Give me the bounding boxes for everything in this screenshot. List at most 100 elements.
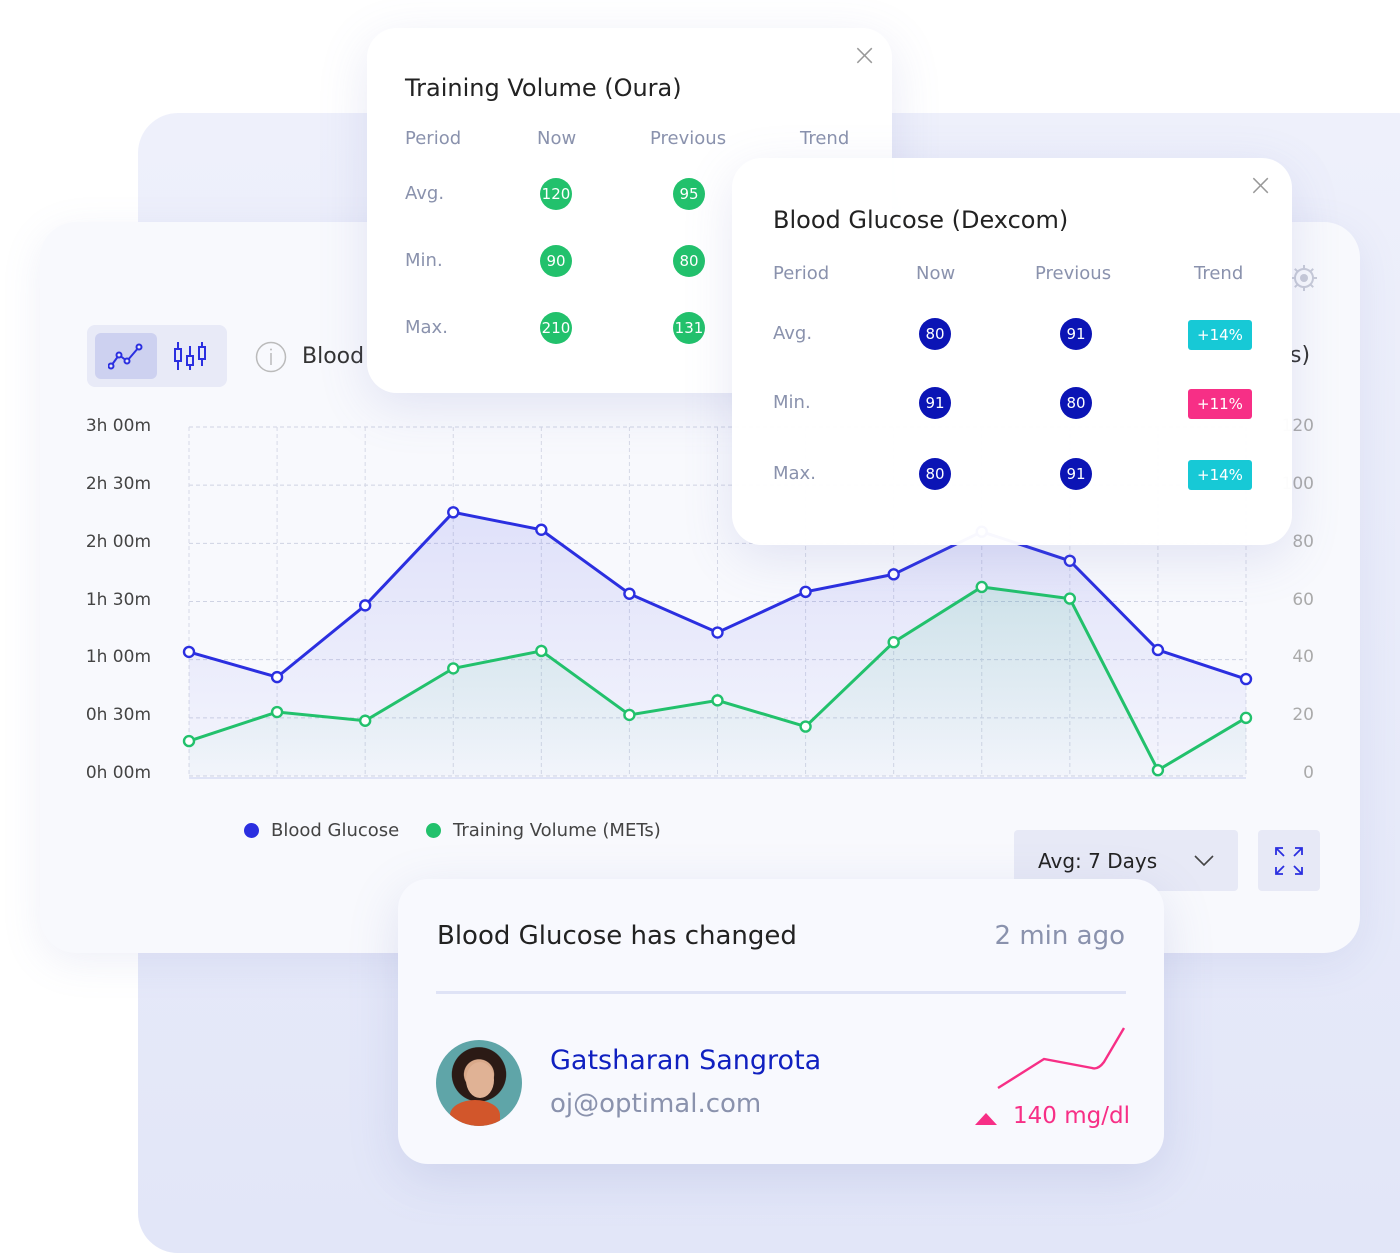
glucose-value: 140 mg/dl (1013, 1103, 1130, 1129)
row-period: Min. (773, 392, 811, 413)
trend-badge: +14% (1188, 460, 1252, 490)
y-tick-left: 1h 30m (85, 589, 151, 610)
data-point (270, 670, 284, 684)
y-tick-left: 0h 30m (85, 705, 151, 726)
data-point (623, 708, 636, 722)
range-select-value: Avg: 7 Days (1038, 848, 1158, 873)
previous-badge: 95 (673, 178, 705, 210)
row-period: Min. (405, 250, 443, 271)
data-point (358, 714, 372, 727)
data-point (1239, 672, 1253, 686)
line-view-button[interactable] (95, 333, 157, 379)
legend-label: Blood Glucose (271, 820, 400, 841)
column-header: Now (537, 128, 577, 149)
row-period: Max. (773, 463, 816, 484)
legend-blood-glucose: Blood Glucose (244, 820, 399, 841)
y-tick-left: 2h 00m (85, 531, 151, 552)
now-badge: 80 (919, 318, 951, 350)
notification-title: Blood Glucose has changed (437, 921, 797, 951)
y-tick-left: 1h 00m (85, 647, 151, 668)
y-tick-right: 40 (1292, 647, 1314, 668)
data-point (182, 645, 196, 659)
legend-label: Training Volume (METs) (453, 820, 661, 841)
trend-badge: +11% (1188, 389, 1252, 419)
notification-card[interactable]: Blood Glucose has changed 2 min ago Gats… (398, 879, 1164, 1164)
close-icon[interactable]: × (852, 38, 878, 73)
y-tick-left: 3h 00m (85, 416, 151, 436)
data-point (799, 585, 812, 599)
user-name[interactable]: Gatsharan Sangrota (550, 1045, 822, 1076)
y-tick-right: 80 (1292, 531, 1314, 552)
expand-icon (1275, 846, 1303, 875)
chevron-down-icon (1194, 854, 1214, 866)
legend-training-volume: Training Volume (METs) (426, 820, 661, 841)
gear-icon[interactable] (1288, 262, 1320, 298)
column-header: Previous (1035, 263, 1112, 284)
y-tick-left: 2h 30m (85, 473, 151, 494)
data-point (1063, 554, 1077, 567)
column-header: Period (773, 263, 830, 284)
column-header: Now (916, 263, 956, 284)
column-header: Trend (800, 128, 850, 149)
user-email: oj@optimal.com (550, 1089, 762, 1119)
data-point (447, 506, 460, 519)
data-point (447, 662, 460, 675)
legend-swatch (426, 823, 441, 838)
previous-badge: 80 (1060, 387, 1092, 419)
data-point (1239, 711, 1253, 725)
column-header: Trend (1194, 263, 1244, 284)
blood-glucose-popup: × Blood Glucose (Dexcom) Period Now Prev… (732, 158, 1292, 545)
series-area (189, 586, 1246, 776)
line-chart-icon (108, 343, 143, 370)
y-tick-right: 0 (1303, 763, 1314, 783)
data-point (887, 568, 900, 581)
data-point (1063, 592, 1077, 605)
data-point (711, 694, 724, 707)
popup-title: Blood Glucose (Dexcom) (773, 206, 1069, 234)
data-point (887, 636, 900, 649)
close-icon[interactable]: × (1248, 168, 1274, 203)
candlestick-view-button[interactable] (159, 333, 221, 379)
now-badge: 90 (540, 245, 572, 277)
notification-time: 2 min ago (994, 921, 1125, 951)
previous-badge: 80 (673, 245, 705, 277)
y-tick-right: 20 (1292, 705, 1314, 726)
row-period: Max. (405, 317, 448, 338)
y-tick-left: 0h 00m (85, 763, 151, 783)
data-point (535, 523, 548, 536)
avatar (436, 1040, 522, 1126)
data-point (535, 644, 548, 658)
expand-button[interactable] (1258, 830, 1320, 891)
candlestick-icon (174, 342, 206, 370)
column-header: Previous (650, 128, 727, 149)
divider (436, 991, 1126, 994)
data-point (1151, 643, 1165, 657)
previous-badge: 91 (1060, 458, 1092, 490)
data-point (799, 720, 812, 733)
now-badge: 91 (919, 387, 951, 419)
data-point (623, 587, 636, 600)
info-icon[interactable] (255, 341, 287, 377)
now-badge: 80 (919, 458, 951, 490)
data-point (1151, 763, 1165, 777)
y-tick-right: 60 (1292, 589, 1314, 610)
data-point (975, 580, 988, 594)
data-point (270, 705, 284, 719)
data-point (358, 599, 372, 612)
arrow-up-icon (975, 1113, 997, 1125)
data-point (711, 626, 724, 639)
previous-badge: 131 (673, 312, 705, 344)
trend-badge: +14% (1188, 320, 1252, 350)
popup-title: Training Volume (Oura) (405, 74, 682, 102)
chart-title-end: s) (1290, 343, 1311, 368)
now-badge: 210 (540, 312, 572, 344)
row-period: Avg. (773, 323, 813, 344)
sparkline (997, 1027, 1126, 1090)
legend-swatch (244, 823, 259, 838)
previous-badge: 91 (1060, 318, 1092, 350)
column-header: Period (405, 128, 462, 149)
row-period: Avg. (405, 183, 445, 204)
chart-view-toggle (87, 325, 227, 387)
now-badge: 120 (540, 178, 572, 210)
